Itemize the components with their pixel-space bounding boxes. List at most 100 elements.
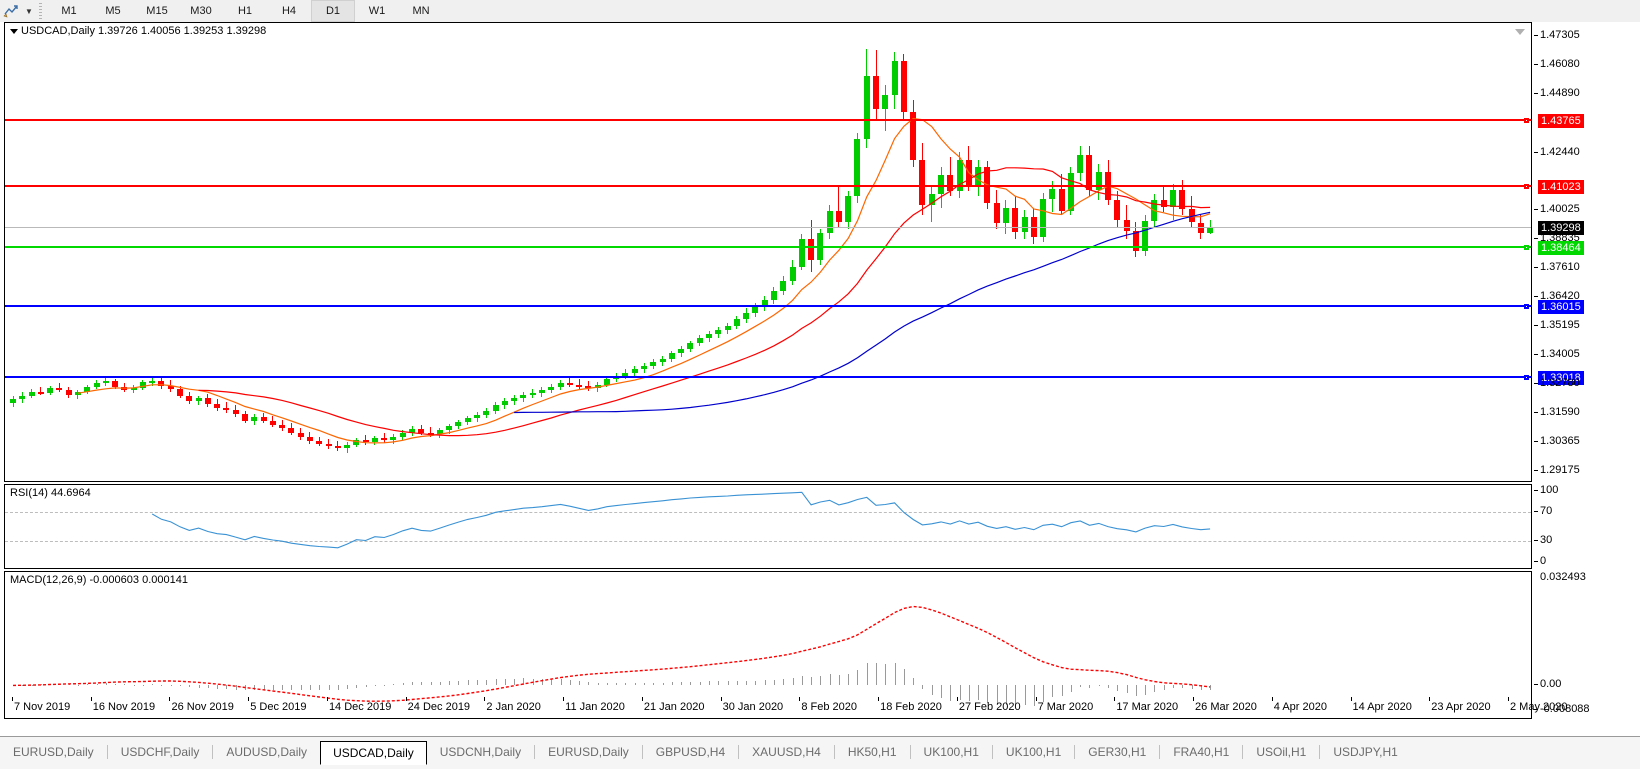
rsi-pane[interactable]: RSI(14) 44.6964 [4,484,1532,569]
price-level-badge-1.39298[interactable]: 1.39298 [1538,220,1584,235]
candle-body [956,159,963,192]
timeframe-mn[interactable]: MN [412,5,430,17]
chart-templates-icon[interactable] [0,1,22,21]
collapse-caret-icon[interactable] [10,28,18,34]
timeframe-h4[interactable]: H4 [281,5,297,17]
chart-tab-bar[interactable]: EURUSD,Daily USDCHF,Daily AUDUSD,Daily USDC… [0,736,1640,769]
price-axis[interactable]: 1.47305 1.46080 1.44890 1.43765 1.42440 1.410… [1534,22,1640,482]
chart-tab-audusd-daily[interactable]: AUDUSD,Daily [226,745,308,759]
macd-histogram-bar [384,685,386,687]
tab-separator [1242,745,1244,759]
chart-tab-uk100-h1[interactable]: UK100,H1 [923,745,979,759]
resistance-line-1-anchor[interactable] [1524,117,1529,123]
macd-histogram-bar [337,685,339,690]
macd-histogram-bar [1182,685,1184,688]
candle-body [631,369,638,373]
price-level-badge-1.41023[interactable]: 1.41023 [1538,179,1584,194]
rsi-level-70 [5,512,1531,514]
chart-tab-eurusd-daily[interactable]: EURUSD,Daily [13,745,94,759]
timeframe-m30[interactable]: M30 [190,5,212,17]
candle-body [288,427,295,434]
macd-histogram-bar [402,683,404,686]
macd-plot[interactable] [5,572,1531,718]
chart-templates-dropdown[interactable]: ▼ [25,6,33,16]
candle-body [1095,171,1102,191]
macd-histogram-bar [486,679,488,686]
candle-body [1058,188,1065,211]
axis-tick [1534,709,1538,710]
date-axis-label: 18 Feb 2020 [880,701,942,713]
macd-histogram-bar [421,682,423,686]
resistance-line-1[interactable] [5,118,1531,121]
macd-histogram-bar [439,681,441,686]
macd-histogram-bar [300,685,302,691]
price-level-badge-1.36015[interactable]: 1.36015 [1538,299,1584,314]
macd-pane-title: MACD(12,26,9) -0.000603 0.000141 [10,574,188,586]
macd-histogram-bar [579,680,581,686]
chart-tab-gbpusd-h4[interactable]: GBPUSD,H4 [655,745,726,759]
candle-body [399,432,406,437]
candle-body [538,390,545,393]
macd-histogram-bar [978,685,980,701]
support-line-blue-1-anchor[interactable] [1524,303,1529,309]
rsi-level-30 [5,540,1531,542]
toolbar-grip[interactable] [39,3,42,19]
timeframe-w1[interactable]: W1 [368,5,386,17]
resistance-line-2-anchor[interactable] [1524,183,1529,189]
macd-histogram-bar [1043,685,1045,702]
timeframe-m15[interactable]: M15 [146,5,168,17]
support-line-blue-2[interactable] [5,376,1531,379]
price-level-badge-1.43765[interactable]: 1.43765 [1538,113,1584,128]
price-axis-label: 1.36420 [1540,289,1580,302]
scroll-indicator-icon[interactable] [1515,29,1525,35]
support-line-blue-2-anchor[interactable] [1524,375,1529,381]
rsi-plot[interactable] [5,485,1531,568]
price-level-badge-1.33018[interactable]: 1.33018 [1538,371,1584,386]
price-plot[interactable] [5,23,1531,481]
chart-area[interactable]: USDCAD,Daily 1.39726 1.40056 1.39253 1.3… [0,22,1640,735]
axis-tick [1534,34,1538,36]
timeframe-m5[interactable]: M5 [105,5,121,17]
chart-tab-hk50-h1[interactable]: HK50,H1 [847,745,897,759]
chart-tab-usdjpy-h1[interactable]: USDJPY,H1 [1333,745,1398,759]
candle-body [1123,220,1130,232]
price-axis-label: 1.35195 [1540,319,1580,332]
support-line-blue-1[interactable] [5,304,1531,307]
macd-axis[interactable]: 0.032493 0.00 -0.008088 [1534,571,1640,719]
candle-body [928,193,935,206]
macd-histogram-bar [87,684,89,686]
chart-tab-usdcad-daily[interactable]: USDCAD,Daily [320,741,427,765]
candle-body [47,387,54,394]
date-axis[interactable]: 7 Nov 2019 16 Nov 2019 26 Nov 2019 5 Dec 20… [4,697,1567,715]
candle-body [780,280,787,292]
chart-tab-fra40-h1[interactable]: FRA40,H1 [1173,745,1230,759]
candle-body [19,395,26,399]
date-tick [641,697,643,701]
rsi-axis[interactable]: 100 70 30 0 [1534,484,1640,569]
macd-histogram-bar [504,678,506,686]
tab-separator [833,745,835,759]
candle-body [511,398,518,402]
chart-tab-usdcnh-daily[interactable]: USDCNH,Daily [439,745,522,759]
price-pane[interactable]: USDCAD,Daily 1.39726 1.40056 1.39253 1.3… [4,22,1532,482]
chart-tab-usdchf-daily[interactable]: USDCHF,Daily [120,745,200,759]
candle-body [37,391,44,394]
timeframe-d1[interactable]: D1 [311,0,355,22]
date-tick [12,697,13,701]
support-line-green-anchor[interactable] [1524,244,1529,250]
chart-tab-eurusd-daily[interactable]: EURUSD,Daily [548,745,629,759]
price-level-badge-1.38464[interactable]: 1.38464 [1538,240,1584,255]
macd-pane[interactable]: MACD(12,26,9) -0.000603 0.000141 [4,571,1532,719]
chart-tab-xauusd-h4[interactable]: XAUUSD,H4 [752,745,821,759]
chart-tab-usoil-h1[interactable]: USOil,H1 [1256,745,1307,759]
macd-histogram-bar [1108,685,1110,688]
moving-averages [77,117,1211,444]
candle-body [167,386,174,390]
axis-tick [1534,489,1538,491]
timeframe-h1[interactable]: H1 [237,5,253,17]
resistance-line-2[interactable] [5,184,1531,187]
timeframe-m1[interactable]: M1 [61,5,77,17]
support-line-green[interactable] [5,245,1531,248]
chart-tab-ger30-h1[interactable]: GER30,H1 [1088,745,1147,759]
chart-tab-uk100-h1[interactable]: UK100,H1 [1005,745,1062,759]
